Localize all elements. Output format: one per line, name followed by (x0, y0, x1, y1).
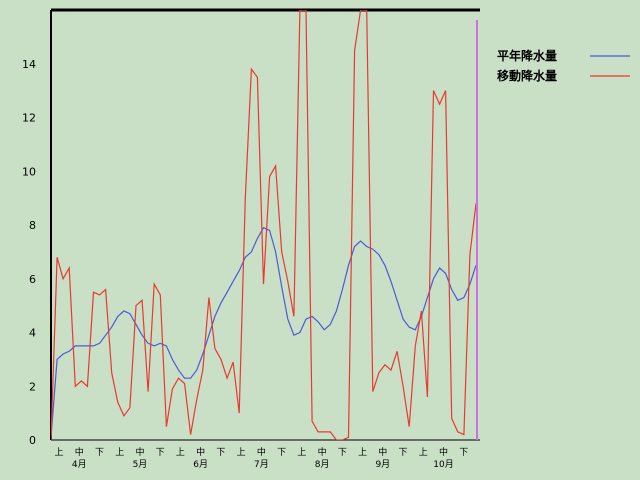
x-period-label: 中 (135, 446, 144, 458)
x-period-label: 上 (358, 447, 367, 458)
x-period-label: 中 (75, 446, 84, 458)
y-tick-label: 0 (29, 434, 36, 447)
x-period-label: 下 (156, 448, 165, 458)
x-month-label: 9月 (375, 459, 390, 470)
legend-label: 移動降水量 (497, 68, 557, 83)
series-group (51, 10, 477, 440)
x-period-label: 下 (277, 448, 286, 458)
x-period-label: 下 (95, 448, 104, 458)
x-period-label: 中 (439, 446, 448, 458)
x-period-label: 下 (216, 448, 225, 458)
x-period-label: 上 (419, 447, 428, 458)
x-period-label: 中 (196, 446, 205, 458)
y-tick-label: 14 (22, 58, 36, 71)
x-period-label: 上 (237, 447, 246, 458)
x-period-label: 中 (318, 446, 327, 458)
moving-precip-line (51, 10, 477, 440)
x-month-label: 10月 (433, 459, 453, 470)
x-month-label: 7月 (254, 459, 269, 470)
normal-precip-line (51, 226, 477, 438)
y-tick-label: 4 (29, 327, 36, 340)
x-period-label: 下 (338, 448, 347, 458)
x-period-label: 上 (297, 447, 306, 458)
y-tick-label: 2 (29, 380, 36, 393)
x-period-label: 上 (54, 447, 63, 458)
x-period-label: 上 (115, 447, 124, 458)
x-month-label: 4月 (72, 459, 87, 470)
x-period-label: 中 (378, 446, 387, 458)
x-period-label: 上 (176, 447, 185, 458)
x-period-label: 下 (459, 448, 468, 458)
x-month-label: 5月 (133, 459, 148, 470)
x-period-label: 下 (399, 448, 408, 458)
y-tick-label: 10 (22, 165, 36, 178)
legend-label: 平年降水量 (497, 48, 557, 63)
y-tick-label: 8 (29, 219, 36, 232)
x-month-label: 6月 (193, 459, 208, 470)
x-period-label: 中 (257, 446, 266, 458)
x-month-label: 8月 (315, 459, 330, 470)
y-tick-label: 12 (22, 112, 36, 125)
y-tick-label: 6 (29, 273, 36, 286)
